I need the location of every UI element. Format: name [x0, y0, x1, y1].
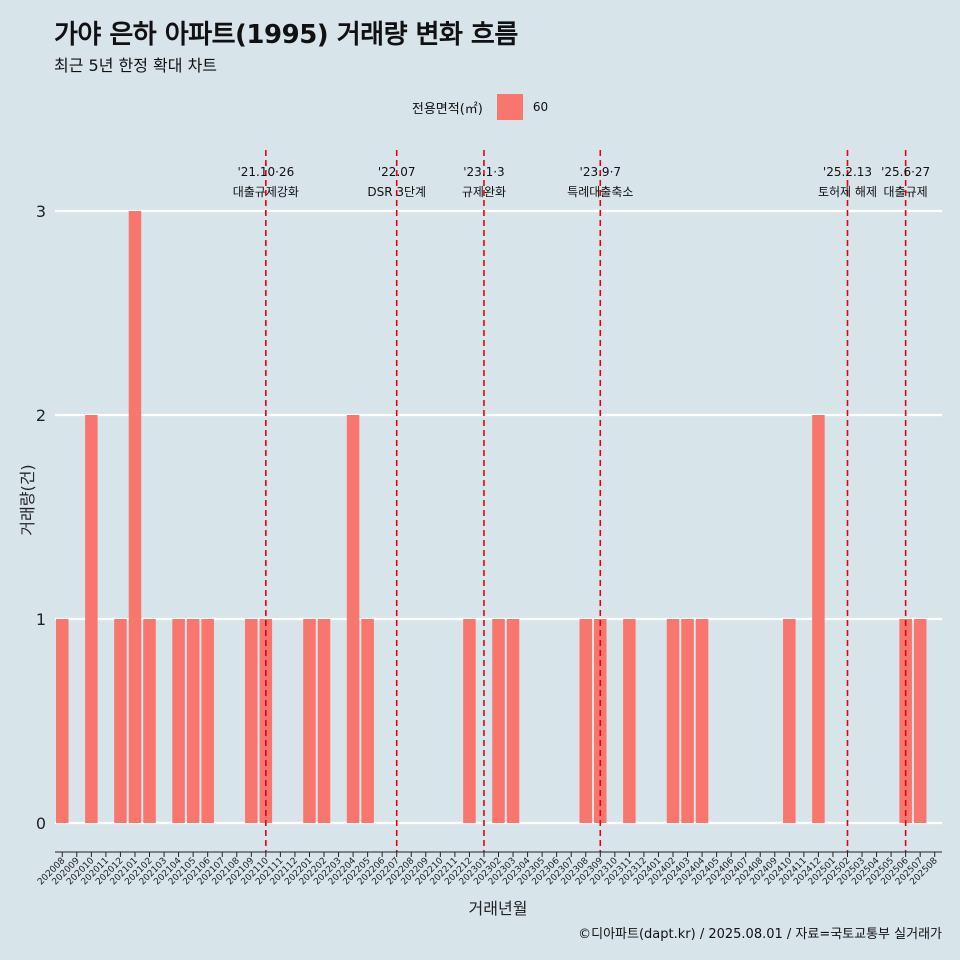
bar	[666, 619, 680, 823]
bar	[128, 211, 142, 823]
y-tick-label: 2	[36, 406, 46, 425]
bar	[681, 619, 694, 823]
event-date-label: '22.07	[378, 165, 416, 179]
bar	[245, 619, 258, 823]
bar	[186, 619, 200, 823]
bar	[695, 619, 709, 823]
bar	[463, 619, 476, 823]
y-axis: 0 1 2 3	[36, 202, 46, 833]
event-date-label: '23.9·7	[580, 165, 621, 179]
bar	[346, 415, 360, 823]
event-name-label: DSR 3단계	[367, 185, 426, 199]
y-tick-label: 3	[36, 202, 46, 221]
bar	[303, 619, 316, 823]
bar	[85, 415, 98, 823]
bar	[114, 619, 127, 823]
event-name-label: 특례대출축소	[567, 185, 633, 199]
legend-title: 전용면적(㎡)	[411, 101, 483, 117]
bar	[506, 619, 520, 823]
bar	[913, 619, 927, 823]
event-name-label: 토허제 해제	[818, 185, 877, 199]
bar	[492, 619, 505, 823]
caption: ©디아파트(dapt.kr) / 2025.08.01 / 자료=국토교통부 실…	[578, 927, 942, 942]
event-lines: '21.10·26 대출규제강화 '22.07 DSR 3단계 '23.1·3 규제완화 '…	[233, 150, 930, 852]
event-name-label: 대출규제강화	[233, 185, 299, 199]
legend: 전용면적(㎡) 60	[0, 94, 960, 120]
bar	[56, 619, 69, 823]
bar	[317, 619, 331, 823]
legend-swatch	[496, 94, 523, 120]
bar	[201, 619, 214, 823]
chart-subtitle: 최근 5년 한정 확대 차트	[54, 56, 218, 75]
event-date-label: '25.2.13	[823, 165, 872, 179]
chart-title: 가야 은하 아파트(1995) 거래량 변화 흐름	[54, 20, 518, 50]
bar	[579, 619, 592, 823]
bar	[783, 619, 796, 823]
bar	[143, 619, 156, 823]
y-axis-label: 거래량(건)	[18, 464, 37, 535]
bar	[812, 415, 825, 823]
legend-item: 60	[496, 94, 549, 120]
event-date-label: '25.6·27	[881, 165, 930, 179]
y-tick-label: 1	[36, 610, 46, 629]
event-name-label: 규제완화	[462, 185, 506, 199]
event-name-label: 대출규제	[884, 185, 928, 199]
y-tick-label: 0	[36, 814, 46, 833]
event-date-label: '23.1·3	[463, 165, 504, 179]
bar	[361, 619, 374, 823]
x-axis: 2020082020092020102020112020122021012021…	[36, 851, 942, 887]
bar	[172, 619, 185, 823]
event-date-label: '21.10·26	[237, 165, 294, 179]
bar	[623, 619, 636, 823]
x-axis-label: 거래년월	[469, 899, 528, 918]
bars	[56, 211, 927, 823]
legend-item-label: 60	[532, 100, 549, 114]
